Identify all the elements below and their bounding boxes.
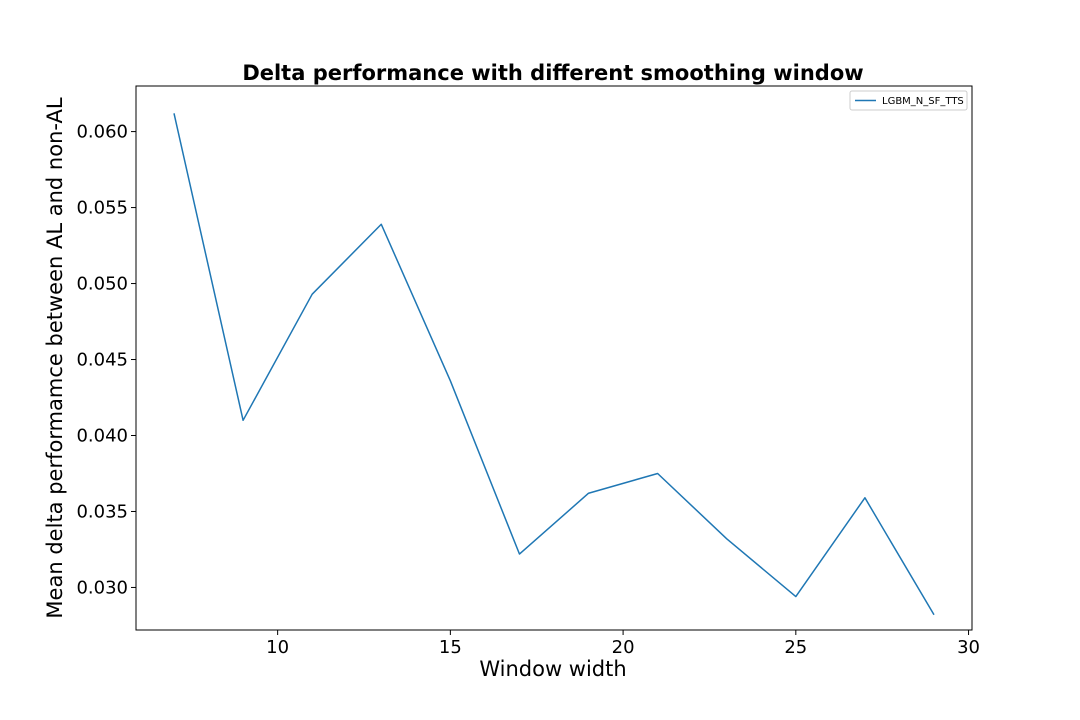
x-tick-label: 10 xyxy=(266,637,289,658)
series-layer xyxy=(173,112,935,616)
y-axis-label: Mean delta performamce between AL and no… xyxy=(43,97,67,618)
data-point xyxy=(449,380,451,382)
data-point xyxy=(795,596,797,598)
data-point xyxy=(518,553,520,555)
y-tick-label: 0.055 xyxy=(76,198,128,219)
data-point xyxy=(726,538,728,540)
y-tick-label: 0.060 xyxy=(76,122,128,143)
y-tick-label: 0.035 xyxy=(76,501,128,522)
data-point xyxy=(242,419,244,421)
legend-label: LGBM_N_SF_TTS xyxy=(882,96,964,107)
data-point xyxy=(657,472,659,474)
y-tick-label: 0.040 xyxy=(76,425,128,446)
data-point xyxy=(311,293,313,295)
y-tick-label: 0.045 xyxy=(76,350,128,371)
x-tick-label: 20 xyxy=(612,637,635,658)
y-tick-label: 0.030 xyxy=(76,577,128,598)
x-tick-label: 30 xyxy=(957,637,980,658)
plot-frame xyxy=(135,85,973,631)
y-axis-ticks: 0.030 0.035 0.040 0.045 0.050 0.055 0.060 xyxy=(76,122,136,598)
x-tick-label: 25 xyxy=(784,637,807,658)
series-line xyxy=(173,113,935,616)
x-axis-label: Window width xyxy=(479,657,626,681)
plot-area: 10 15 20 25 30 0.030 0.035 0.040 0.045 0.050 0.05… xyxy=(76,85,980,658)
y-tick-label: 0.050 xyxy=(76,274,128,295)
legend-box xyxy=(849,90,968,111)
data-point xyxy=(173,112,175,114)
chart-title: Delta performance with different smoothi… xyxy=(242,61,863,85)
data-point xyxy=(864,497,866,499)
legend: LGBM_N_SF_TTS xyxy=(849,90,968,111)
x-tick-label: 15 xyxy=(439,637,462,658)
data-point xyxy=(588,492,590,494)
x-axis-ticks: 10 15 20 25 30 xyxy=(266,630,980,658)
data-point xyxy=(380,223,382,225)
data-point xyxy=(933,614,935,616)
